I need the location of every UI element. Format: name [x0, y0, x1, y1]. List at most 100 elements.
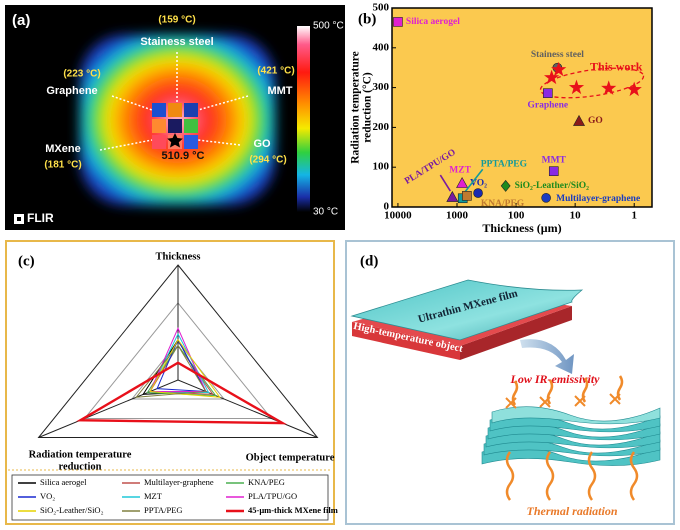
point	[446, 190, 459, 202]
grid-ring	[83, 302, 273, 420]
panel-label: (d)	[360, 253, 378, 269]
legend-label: Multilayer-graphene	[144, 477, 214, 487]
panel-label: (b)	[358, 11, 376, 27]
panel-d: (d) Ultrathin MXene film High-temperatur…	[345, 240, 675, 525]
point	[500, 179, 511, 192]
sample-label: MMT	[267, 85, 292, 97]
legend-label: PPTA/PEG	[144, 505, 183, 515]
radar-series	[135, 344, 207, 398]
radiation-arrows	[505, 375, 639, 501]
y-tick-label: 200	[373, 121, 390, 133]
curved-arrow	[520, 339, 574, 374]
sample-label: GO	[253, 138, 271, 150]
point	[548, 166, 559, 176]
grid-ring	[130, 341, 226, 400]
legend-label: Silica aerogel	[40, 477, 87, 487]
point-label: MZT	[449, 165, 471, 175]
x-tick-label: 1000	[446, 210, 469, 222]
hot-object-side	[460, 306, 572, 360]
colorbar	[297, 26, 310, 212]
point-label: PPTA/PEG	[481, 159, 528, 169]
y-tick-label: 0	[384, 201, 390, 213]
legend-label: VO₂	[40, 491, 55, 501]
radar-series	[156, 338, 207, 393]
temp-label: (223 °C)	[63, 69, 100, 80]
leader-lines	[99, 52, 249, 151]
legend-label: SiO₂-Leather/SiO₂	[40, 505, 104, 515]
temp-label: (294 °C)	[249, 155, 286, 166]
y-tick-label: 300	[373, 81, 390, 93]
point	[393, 17, 403, 27]
sample-label: Graphene	[46, 85, 97, 97]
point-label: Stainess steel	[531, 50, 584, 60]
x-tick-label: 10	[570, 210, 582, 222]
point	[568, 79, 585, 95]
hot-object-front	[352, 322, 460, 360]
panel-c-border	[5, 240, 335, 525]
y-tick-label: 500	[373, 2, 390, 14]
point	[551, 61, 567, 77]
radial-axis	[38, 379, 179, 438]
legend-label: 45-μm-thick MXene film	[248, 505, 338, 515]
colorbar-min: 30 °C	[313, 207, 338, 218]
axis-label: Radiation temperature	[29, 449, 132, 460]
radar-series	[76, 361, 288, 425]
panel-b: (b)10000 1000 100 10 10100200300400500Thickn…	[350, 2, 653, 235]
point-label: Graphene	[528, 100, 569, 110]
emissivity-label: Low IR-emissivity	[510, 372, 601, 386]
axis-label: Thickness	[156, 251, 201, 262]
radar-series	[149, 338, 221, 398]
x-axis-label: Thickness (μm)	[482, 221, 561, 235]
panel-c: (c) Thickness Object temperature Radiation …	[5, 240, 338, 525]
center-temp: 510.9 °C	[162, 150, 205, 162]
colorbar-max: 500 °C	[313, 21, 344, 32]
point	[601, 80, 617, 95]
point-label: SiO₂-Leather/SiO₂	[515, 181, 589, 191]
panel-d-border	[345, 240, 675, 525]
panel-a: (a) (159 °C) Stainess steel (223 °C) Gra…	[5, 5, 345, 230]
point	[573, 114, 586, 126]
legend-label: KNA/PEG	[248, 477, 285, 487]
plot-area	[391, 7, 653, 208]
grid-ring	[37, 264, 319, 438]
center-star	[167, 133, 183, 148]
axis-label: reduction	[59, 461, 102, 472]
point	[544, 69, 560, 85]
legend-label: MZT	[144, 491, 163, 501]
logo-icon	[14, 214, 24, 224]
point	[456, 176, 469, 188]
panel-label: (a)	[12, 12, 30, 29]
legend-box	[11, 474, 329, 521]
y-tick-label: 400	[373, 41, 390, 53]
point-label: GO	[588, 116, 603, 126]
this-work-ellipse	[539, 67, 645, 99]
radar-series	[149, 344, 214, 395]
panel-label: (c)	[18, 253, 35, 269]
x-tick-label: 100	[508, 210, 525, 222]
mxene-film	[350, 279, 584, 341]
radiation-label: Thermal radiation	[526, 504, 617, 518]
point	[543, 88, 553, 98]
point-label: MMT	[542, 155, 567, 165]
legend-label: PLA/TPU/GO	[248, 491, 297, 501]
radar-series	[149, 327, 207, 392]
sample-label: Stainess steel	[140, 36, 213, 48]
point-label: Multilayer-graphene	[556, 194, 640, 204]
sample-label: MXene	[45, 143, 80, 155]
x-tick-label: 10000	[384, 210, 412, 222]
point	[473, 188, 483, 198]
logo-text: FLIR	[27, 211, 54, 225]
point-label: VO₂	[470, 178, 487, 188]
point	[541, 193, 551, 203]
point	[626, 81, 642, 97]
temp-label: (421 °C)	[257, 66, 294, 77]
label-arrow	[464, 168, 484, 193]
radial-axis	[177, 379, 318, 438]
point-label: This work	[590, 59, 643, 73]
point	[462, 191, 472, 201]
blocked-marks	[505, 393, 621, 409]
x-tick-label: 1	[631, 210, 637, 222]
point-label: Silica aerogel	[406, 17, 460, 27]
y-axis-label: reduction (°C)	[362, 72, 374, 143]
